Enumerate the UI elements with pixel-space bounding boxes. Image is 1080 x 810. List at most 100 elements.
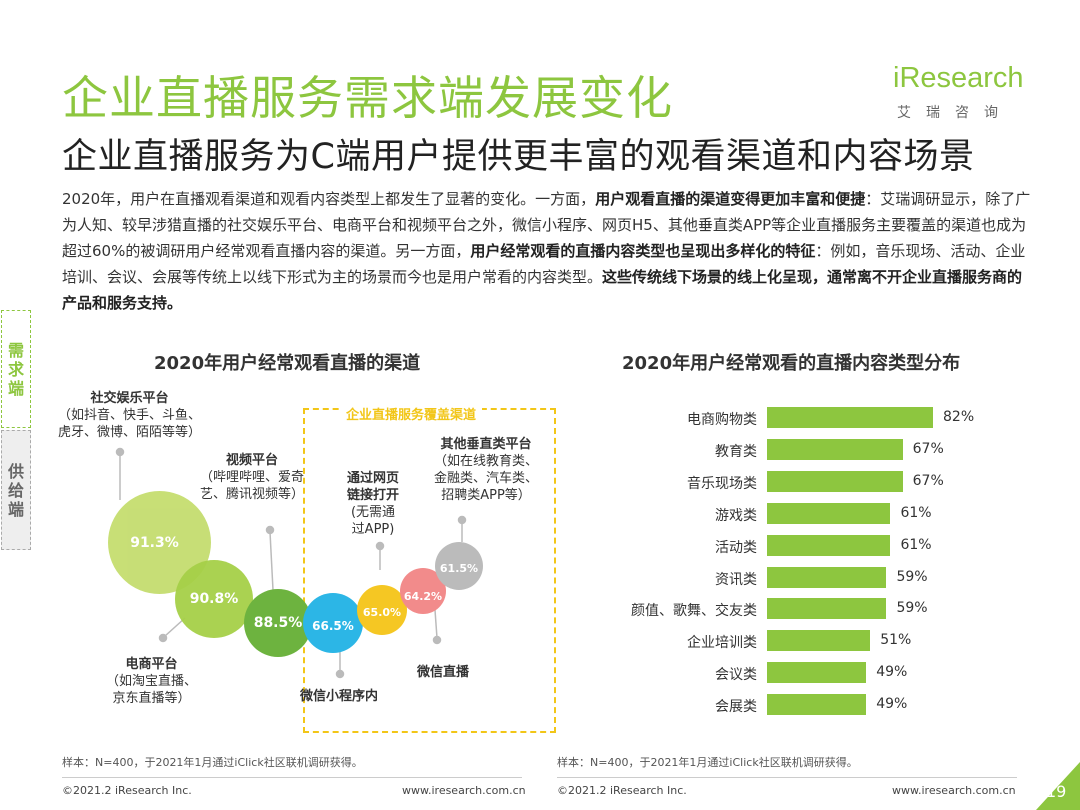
label-vertical-desc2: 金融类、汽车类、 — [434, 471, 539, 486]
bar — [767, 438, 903, 460]
label-vertical-desc1: （如在线教育类、 — [434, 454, 539, 469]
intro-bold-2: 用户经常观看的直播内容类型也呈现出多样化的特征 — [470, 242, 816, 260]
connector-dot — [158, 633, 168, 643]
iresearch-logo: iResearch 艾瑞咨询 — [893, 62, 1033, 126]
label-web-name2: 链接打开 — [347, 488, 400, 503]
label-wechat-live: 微信直播 — [417, 664, 469, 681]
bar-category-label: 会议类 — [715, 667, 757, 684]
bar-category-label: 会展类 — [715, 699, 757, 716]
bar-category-label: 电商购物类 — [687, 412, 757, 428]
connector-dot — [265, 525, 275, 535]
bar-category-label: 资讯类 — [715, 571, 757, 588]
bubble-wechat-live-value: 64.2% — [403, 589, 443, 603]
label-vertical-name: 其他垂直类平台 — [440, 437, 532, 452]
connector-dot — [432, 635, 442, 645]
label-video-desc1: （哔哩哔哩、爱奇 — [200, 470, 305, 485]
coverage-label: 企业直播服务覆盖渠道 — [340, 404, 483, 423]
label-vertical: 其他垂直类平台 （如在线教育类、 金融类、汽车类、 招聘类APP等） — [434, 436, 538, 504]
tab-demand-side[interactable]: 需求端 — [1, 310, 31, 428]
bar — [767, 534, 891, 556]
bar — [767, 694, 867, 716]
label-web: 通过网页 链接打开 (无需通 过APP) — [347, 470, 399, 538]
sample-note-left: 样本：N=400，于2021年1月通过iClick社区联机调研获得。 — [62, 756, 363, 769]
bubble-social-value: 91.3% — [130, 534, 179, 551]
bar — [767, 566, 887, 588]
tab-supply-label: 供给端 — [8, 461, 25, 519]
intro-bold-3: 这些传统线下场景的线上化呈现，通常离不开企业直播服务商的产品和服务支持。 — [62, 268, 1023, 312]
bubble-ecommerce: 90.8% — [175, 560, 253, 638]
label-ecom-name: 电商平台 — [125, 657, 178, 672]
footer-url-left: www.iresearch.com.cn — [402, 784, 526, 797]
bar-category-label: 音乐现场类 — [687, 475, 757, 492]
bar-category-label: 游戏类 — [715, 507, 757, 524]
bubble-web-value: 65.0% — [362, 605, 402, 619]
label-social-desc1: （如抖音、快手、斗鱼、 — [58, 408, 202, 423]
bar-value-label: 61% — [900, 536, 932, 553]
intro-paragraph: 2020年，用户在直播观看渠道和观看内容类型上都发生了显著的变化。一方面，用户观… — [62, 186, 1037, 316]
label-social-desc2: 虎牙、微博、陌陌等等） — [58, 425, 202, 440]
bar-value-label: 67% — [912, 440, 944, 457]
label-ecommerce: 电商平台 （如淘宝直播、 京东直播等） — [106, 656, 197, 707]
bubble-video-value: 88.5% — [253, 615, 303, 631]
bar-value-label: 51% — [880, 632, 912, 649]
bar — [767, 662, 867, 684]
bar-value-label: 59% — [896, 600, 928, 617]
label-wechat-live-name: 微信直播 — [417, 665, 470, 680]
footer-url-right: www.iresearch.com.cn — [892, 784, 1016, 797]
bar-value-label: 61% — [900, 504, 932, 521]
bubble-miniprogram-value: 66.5% — [312, 619, 354, 633]
footer-copyright-right: ©2021.2 iResearch Inc. — [557, 784, 687, 797]
page-subtitle: 企业直播服务为C端用户提供更丰富的观看渠道和内容场景 — [62, 137, 975, 177]
bar-category-label: 教育类 — [715, 443, 757, 460]
label-ecom-desc1: （如淘宝直播、 — [106, 674, 198, 689]
label-web-name1: 通过网页 — [347, 471, 400, 486]
bar-category-label: 企业培训类 — [687, 635, 757, 652]
connector-dot — [115, 447, 125, 457]
label-ecom-desc2: 京东直播等） — [112, 691, 191, 706]
logo-text: iResearch — [893, 62, 1024, 94]
bar — [767, 598, 887, 620]
bubble-ecommerce-value: 90.8% — [189, 591, 239, 607]
bubble-vertical-value: 61.5% — [439, 561, 479, 575]
bar — [767, 407, 933, 428]
bubble-vertical: 61.5% — [435, 542, 483, 590]
connector-dot — [375, 541, 385, 551]
bar-category-label: 颜值、歌舞、交友类 — [631, 603, 757, 620]
intro-text-1: 2020年，用户在直播观看渠道和观看内容类型上都发生了显著的变化。一方面， — [62, 190, 596, 208]
tab-demand-label: 需求端 — [8, 340, 25, 398]
bar — [767, 470, 903, 492]
bar-value-label: 49% — [876, 696, 908, 713]
bar-value-label: 67% — [912, 472, 944, 489]
bubble-web: 65.0% — [357, 585, 407, 635]
intro-bold-1: 用户观看直播的渠道变得更加丰富和便捷 — [595, 190, 866, 208]
page-title: 企业直播服务需求端发展变化 — [62, 71, 673, 125]
bar-value-label: 82% — [943, 409, 975, 425]
intro-text-2: ：艾瑞调研显示，除了广为人知、较早涉猎直播的社交娱乐平台、电商平台和视频平台之外… — [62, 190, 1031, 260]
connector-dot — [335, 669, 345, 679]
bar-value-label: 49% — [876, 664, 908, 681]
sample-note-right: 样本：N=400，于2021年1月通过iClick社区联机调研获得。 — [557, 756, 858, 769]
label-miniprog-name: 微信小程序内 — [300, 689, 379, 704]
bar-value-label: 59% — [896, 568, 928, 585]
label-video-desc2: 艺、腾讯视频等） — [200, 487, 305, 502]
bar — [767, 630, 871, 652]
tab-supply-side[interactable]: 供给端 — [1, 430, 31, 550]
bar — [767, 502, 891, 524]
right-chart-title: 2020年用户经常观看的直播内容类型分布 — [622, 353, 961, 374]
footer-copyright-left: ©2021.2 iResearch Inc. — [62, 784, 192, 797]
connector-dot — [457, 515, 467, 525]
label-vertical-desc3: 招聘类APP等） — [441, 488, 531, 503]
logo-subtext: 艾瑞咨询 — [897, 105, 1013, 121]
bubble-miniprogram: 66.5% — [303, 593, 363, 653]
label-social: 社交娱乐平台 （如抖音、快手、斗鱼、 虎牙、微博、陌陌等等） — [58, 390, 201, 441]
label-video: 视频平台 （哔哩哔哩、爱奇 艺、腾讯视频等） — [200, 452, 304, 503]
bar-category-label: 活动类 — [715, 539, 757, 556]
label-video-name: 视频平台 — [226, 453, 279, 468]
footer-divider-left — [62, 777, 522, 778]
footer-divider-right — [557, 777, 1017, 778]
page-number: 19 — [1046, 782, 1067, 801]
label-web-desc1: (无需通 — [350, 505, 396, 520]
bubble-video: 88.5% — [244, 589, 312, 657]
left-chart-title: 2020年用户经常观看直播的渠道 — [154, 353, 421, 374]
